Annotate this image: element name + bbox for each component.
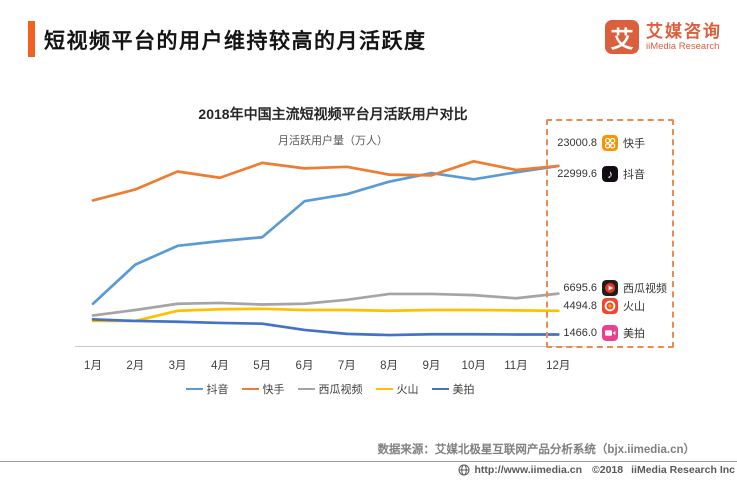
footer-divider: [0, 461, 737, 462]
legend-swatch: [375, 387, 393, 391]
title-accent-bar: [28, 21, 35, 57]
chart-y-axis-label: 月活跃用户量（万人）: [278, 135, 388, 147]
meipai-icon: [602, 325, 618, 341]
highlight-box: [546, 119, 674, 348]
legend-swatch: [185, 387, 203, 391]
legend-swatch: [431, 387, 449, 391]
meipai-label: 美拍: [623, 328, 645, 340]
x-tick-label: 8月: [380, 360, 398, 372]
annotation-huoshan: 4494.8 火山: [551, 298, 645, 314]
x-tick-label: 4月: [211, 360, 229, 372]
meipai-value: 1466.0: [563, 327, 597, 339]
xigua-video-icon: [602, 280, 618, 296]
chart-region: 2018年中国主流短视频平台月活跃用户对比 月活跃用户量（万人） 1月 2月 3月 4…: [0, 90, 737, 420]
iimedia-logo: 艾 艾媒咨询 iiMedia Research: [605, 20, 722, 54]
legend-label: 快手: [262, 384, 285, 396]
globe-icon: [458, 464, 470, 476]
logo-name-en: iiMedia Research: [646, 41, 720, 52]
annotation-meipai: 1466.0 美拍: [551, 325, 645, 341]
legend-item-火山: 火山: [375, 381, 419, 397]
kuaishou-icon: [602, 135, 618, 151]
legend-item-抖音: 抖音: [185, 381, 229, 397]
x-tick-label: 5月: [253, 360, 271, 372]
x-tick-label: 2月: [126, 360, 144, 372]
douyin-label: 抖音: [623, 169, 645, 181]
legend-swatch: [241, 387, 259, 391]
x-tick-label: 9月: [422, 360, 440, 372]
iimedia-logo-text: 艾媒咨询 iiMedia Research: [646, 22, 722, 52]
huoshan-label: 火山: [623, 301, 645, 313]
chart-legend: 抖音 快手 西瓜视频 火山 美拍: [0, 381, 660, 397]
series-line-抖音: [91, 164, 560, 306]
legend-label: 抖音: [206, 384, 229, 396]
legend-label: 美拍: [452, 384, 475, 396]
x-tick-label: 11月: [504, 360, 527, 372]
footer: http://www.iimedia.cn ©2018 iiMedia Rese…: [458, 464, 735, 476]
x-tick-label: 3月: [169, 360, 187, 372]
chart-title: 2018年中国主流短视频平台月活跃用户对比: [198, 106, 468, 122]
series-line-西瓜视频: [91, 292, 560, 317]
data-source-note: 数据来源：艾媒北极星互联网产品分析系统（bjx.iimedia.cn）: [377, 444, 695, 456]
annotation-xigua: 6695.6 西瓜视频: [551, 280, 667, 296]
legend-item-西瓜视频: 西瓜视频: [297, 381, 363, 397]
xigua-value: 6695.6: [563, 282, 597, 294]
legend-item-快手: 快手: [241, 381, 285, 397]
annotation-kuaishou: 23000.8 快手: [551, 135, 645, 151]
legend-label: 火山: [396, 384, 419, 396]
x-tick-label: 6月: [296, 360, 314, 372]
footer-company: iiMedia Research Inc: [631, 464, 735, 476]
x-tick-label: 7月: [338, 360, 356, 372]
kuaishou-value: 23000.8: [557, 137, 597, 149]
huoshan-icon: [602, 298, 618, 314]
footer-url: http://www.iimedia.cn: [474, 464, 582, 476]
series-line-火山: [91, 307, 560, 323]
huoshan-value: 4494.8: [563, 300, 597, 312]
legend-swatch: [297, 387, 315, 391]
x-tick-label: 10月: [462, 360, 486, 372]
x-tick-label: 12月: [546, 360, 570, 372]
svg-text:♪: ♪: [607, 169, 613, 181]
series-line-美拍: [91, 318, 560, 337]
legend-label: 西瓜视频: [318, 384, 363, 396]
series-line-快手: [91, 159, 560, 202]
douyin-value: 22999.6: [557, 168, 597, 180]
kuaishou-label: 快手: [623, 138, 645, 150]
douyin-icon: ♪: [602, 166, 618, 182]
page-title: 短视频平台的用户维持较高的月活跃度: [44, 30, 427, 53]
iimedia-logo-icon: 艾: [605, 20, 639, 54]
xigua-label: 西瓜视频: [623, 283, 667, 295]
legend-item-美拍: 美拍: [431, 381, 475, 397]
footer-copyright: ©2018: [592, 464, 624, 476]
annotation-douyin: 22999.6 ♪ 抖音: [551, 166, 645, 182]
line-chart: 1月 2月 3月 4月 5月 6月 7月 8月 9月 10月 11月 12月: [75, 159, 577, 372]
logo-name-cn: 艾媒咨询: [646, 22, 722, 41]
x-tick-label: 1月: [84, 360, 102, 372]
